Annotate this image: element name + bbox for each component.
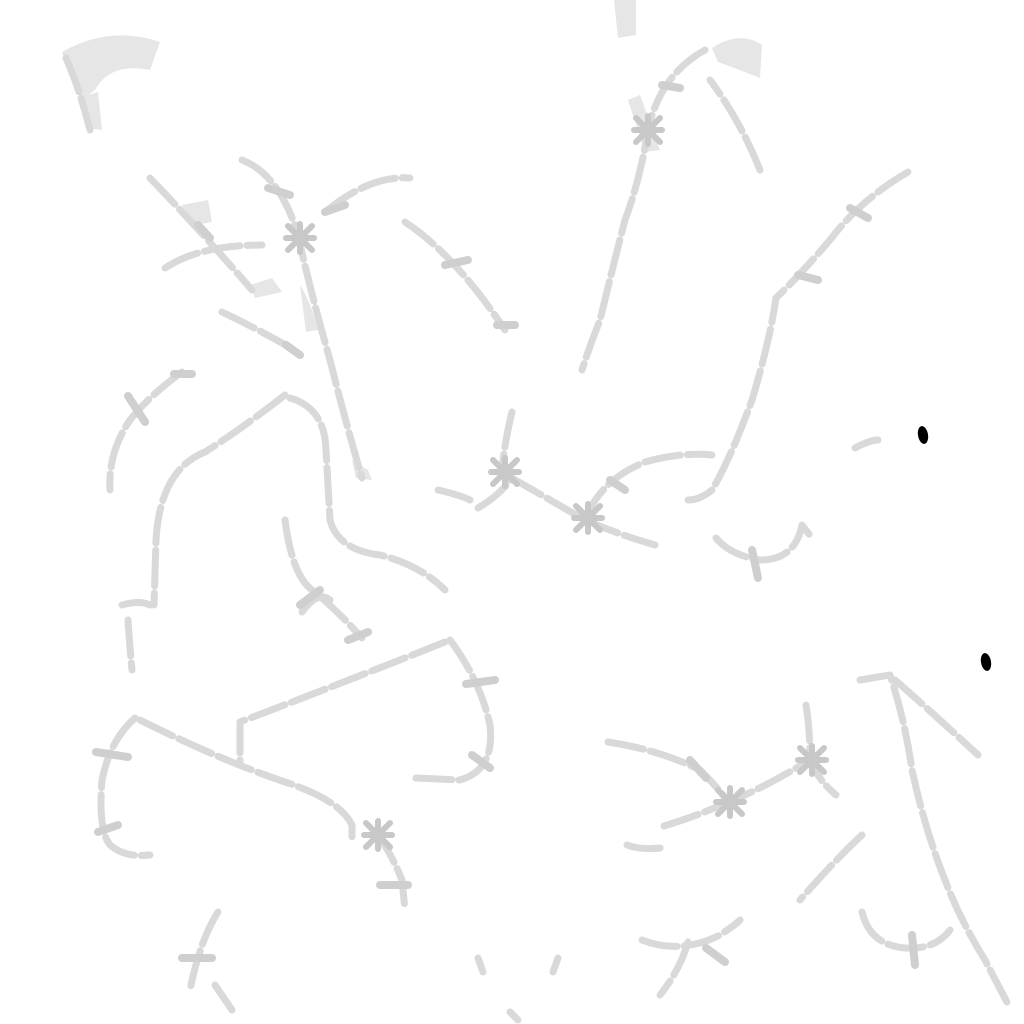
- trail-segment: [236, 638, 449, 766]
- trail-segment: [161, 241, 266, 272]
- tick-mark: [908, 931, 919, 969]
- black-dots: [917, 426, 992, 671]
- trail-segment: [706, 76, 764, 174]
- trail-segment: [684, 168, 912, 504]
- trail-segment: [858, 908, 954, 952]
- trail-segment: [411, 636, 495, 784]
- gray-blotch: [712, 38, 762, 78]
- trail-segment: [118, 599, 154, 609]
- tick-mark: [264, 184, 294, 199]
- trail-segment: [186, 908, 222, 994]
- tick-mark: [296, 586, 324, 609]
- trail-segment: [474, 954, 487, 976]
- trail-segment: [62, 54, 94, 134]
- trail-segment: [856, 671, 1014, 1012]
- tick-mark: [606, 476, 629, 494]
- tick-mark: [468, 751, 494, 772]
- trail-segment: [150, 391, 289, 609]
- trail-segment: [549, 954, 562, 976]
- tick-mark: [124, 392, 149, 426]
- trail-segment: [638, 916, 744, 950]
- trail-segment: [298, 593, 334, 616]
- trail-segment: [891, 676, 982, 759]
- trail-segment: [581, 450, 716, 524]
- gray-blotch: [300, 285, 318, 332]
- tick-mark: [282, 341, 304, 359]
- gray-blotch: [62, 35, 160, 100]
- trail-segment: [578, 46, 709, 374]
- trail-segment: [286, 394, 449, 594]
- junction-stars: [283, 113, 829, 852]
- dashed-trails: [62, 46, 1014, 1024]
- tick-mark: [702, 944, 729, 966]
- trail-segment: [434, 486, 474, 504]
- gray-blotch: [614, 0, 636, 38]
- tick-mark: [686, 756, 710, 782]
- gray-blotch: [250, 278, 282, 298]
- trail-segment: [604, 738, 814, 806]
- trail-segment: [623, 841, 664, 853]
- tick-mark: [441, 256, 472, 269]
- tick-mark: [321, 201, 349, 216]
- tick-mark: [194, 221, 214, 242]
- trail-segment: [97, 714, 154, 859]
- trail-segment: [401, 218, 509, 334]
- tick-mark: [846, 204, 872, 222]
- trail-segment: [506, 1008, 522, 1024]
- trail-segment: [712, 521, 816, 564]
- cross-ticks: [92, 81, 919, 969]
- black-dot: [980, 653, 992, 671]
- gray-blotches: [62, 0, 762, 480]
- trail-segment: [851, 436, 882, 452]
- trail-segment: [474, 474, 659, 549]
- trail-segment: [136, 716, 356, 844]
- tick-mark: [94, 821, 122, 836]
- tick-mark: [658, 81, 684, 92]
- trail-segment: [796, 831, 866, 904]
- trail-segment: [124, 616, 136, 674]
- trail-segment: [211, 981, 236, 1014]
- tick-mark: [344, 628, 372, 644]
- trail-segment: [281, 516, 366, 642]
- tick-mark: [794, 271, 822, 284]
- trail-segment: [106, 368, 186, 494]
- black-dot: [917, 426, 929, 444]
- tick-mark: [462, 676, 499, 688]
- tick-mark: [92, 748, 132, 761]
- tick-mark: [748, 546, 762, 582]
- trail-segment: [656, 938, 692, 999]
